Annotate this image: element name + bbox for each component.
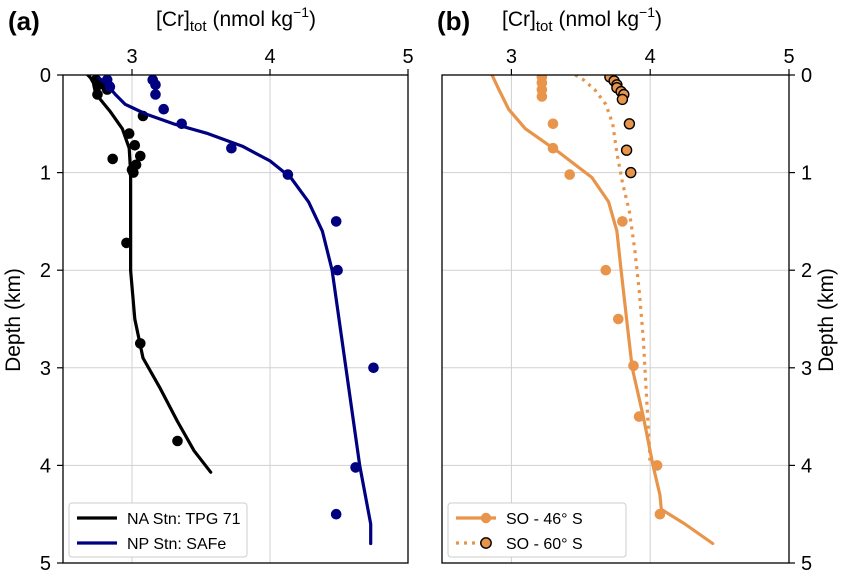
data-point: [600, 264, 612, 276]
series-0: [86, 75, 213, 474]
data-point: [620, 144, 633, 156]
data-point: [158, 103, 169, 115]
legend-label: SO - 46° S: [506, 511, 583, 528]
data-point: [651, 460, 663, 471]
data-point: [368, 362, 379, 374]
legend-marker: [480, 512, 492, 524]
data-point: [654, 508, 666, 520]
axes-frame: [441, 74, 790, 564]
legend: NA Stn: TPG 71 NP Stn: SAFe: [68, 502, 248, 558]
legend-label: NP Stn: SAFe: [127, 536, 226, 553]
y-tick-label: 2: [801, 260, 812, 282]
data-point: [135, 338, 146, 349]
xlabel-sub: tot: [190, 18, 208, 35]
legend: SO - 46° S SO - 60° S: [447, 502, 627, 558]
x-tick-label: 3: [126, 46, 137, 68]
data-point: [613, 313, 624, 325]
series-1: [574, 75, 652, 466]
y-axis-title: Depth (km): [2, 268, 25, 372]
panel-label: (b): [437, 6, 470, 36]
y-tick-label: 3: [40, 358, 51, 380]
y-tick-label: 1: [801, 163, 812, 185]
xlabel-sub: tot: [536, 18, 554, 35]
x-tick-label: 3: [506, 46, 517, 68]
y-tick-label: 0: [801, 65, 812, 87]
data-point: [350, 462, 361, 473]
x-tick-label: 5: [402, 46, 413, 68]
y-tick-label: 3: [801, 358, 812, 380]
data-point: [172, 435, 183, 447]
series-0: [490, 75, 715, 546]
x-tick-label: 4: [264, 46, 275, 68]
series-line: [86, 75, 213, 474]
x-axis-title: [Cr]tot (nmol kg−1): [156, 4, 316, 35]
y-tick-label: 0: [40, 65, 51, 87]
data-point: [617, 216, 628, 227]
xlabel-unit: (nmol kg: [213, 8, 294, 31]
axes-frame: [62, 74, 409, 564]
xlabel-main: [Cr]: [502, 8, 536, 31]
x-tick-label: 4: [645, 46, 656, 68]
panel-label: (a): [8, 6, 40, 36]
data-point: [123, 128, 135, 139]
xlabel-close: ): [309, 8, 316, 31]
panel-a: (a) [Cr]tot (nmol kg−1) Depth (km) 3 4 5 0 1 2…: [2, 4, 414, 572]
x-tick-label: 5: [783, 46, 794, 68]
data-point: [633, 411, 645, 422]
data-point: [128, 167, 139, 178]
xlabel-exp: −1: [293, 4, 309, 20]
legend-marker: [480, 537, 492, 549]
data-point: [226, 142, 237, 154]
data-point: [547, 118, 559, 130]
y-axis-title: Depth (km): [815, 268, 838, 372]
data-point: [564, 169, 575, 180]
data-point: [135, 150, 146, 162]
xlabel-close: ): [655, 8, 662, 31]
xlabel-unit: (nmol kg: [559, 8, 640, 31]
data-point: [625, 166, 637, 179]
series-line: [574, 75, 652, 466]
data-point: [121, 237, 132, 249]
data-point: [547, 142, 559, 154]
x-axis-title: [Cr]tot (nmol kg−1): [502, 4, 662, 35]
plot-area: [86, 75, 379, 546]
y-tick-label: 5: [40, 553, 51, 572]
xlabel-main: [Cr]: [156, 8, 190, 31]
data-point: [92, 89, 103, 100]
legend-label: SO - 60° S: [506, 536, 583, 553]
series-1: [97, 75, 379, 546]
y-tick-label: 4: [801, 455, 812, 477]
y-tick-label: 2: [40, 260, 51, 282]
ticks: 3 4 5 0 1 2 3 4 5: [40, 46, 414, 572]
xlabel-exp: −1: [639, 4, 655, 20]
y-tick-label: 4: [40, 455, 51, 477]
data-point: [150, 89, 161, 100]
data-point: [330, 216, 342, 227]
svg-text:[Cr]tot(nmol kg−1): [Cr]tot (nmol kg−1): [156, 4, 316, 35]
data-point: [536, 91, 548, 102]
data-point: [330, 508, 342, 520]
data-point: [104, 81, 116, 92]
series-line: [97, 76, 373, 546]
data-point: [282, 169, 294, 180]
data-point: [176, 118, 187, 130]
data-point: [129, 140, 141, 151]
panel-b: (b) [Cr]tot (nmol kg−1) Depth (km) 3 4 5012…: [437, 4, 838, 572]
plot-area: [490, 75, 715, 546]
series-line: [490, 75, 715, 546]
data-point: [623, 118, 636, 130]
data-point: [616, 93, 629, 106]
y-tick-label: 1: [40, 163, 51, 185]
y-tick-label: 5: [801, 553, 812, 572]
svg-text:[Cr]tot(nmol kg−1): [Cr]tot (nmol kg−1): [502, 4, 662, 35]
data-point: [150, 79, 161, 91]
data-point: [628, 360, 639, 372]
data-point: [107, 153, 118, 165]
data-point: [332, 264, 343, 276]
legend-label: NA Stn: TPG 71: [127, 511, 241, 528]
